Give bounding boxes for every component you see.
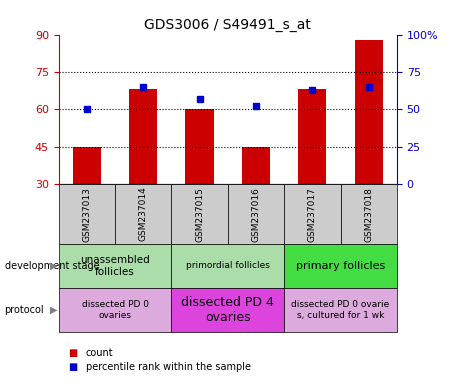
Text: unassembled
follicles: unassembled follicles [80,255,150,277]
Text: ■: ■ [68,362,77,372]
Text: ▶: ▶ [51,305,58,315]
Bar [73,147,101,184]
Bar [129,89,157,184]
Text: percentile rank within the sample: percentile rank within the sample [86,362,251,372]
Text: ■: ■ [68,348,77,358]
Text: primordial follicles: primordial follicles [186,262,270,270]
Text: GSM237018: GSM237018 [364,187,373,242]
Text: dissected PD 0
ovaries: dissected PD 0 ovaries [82,300,148,320]
Text: GSM237014: GSM237014 [139,187,147,242]
Text: GSM237017: GSM237017 [308,187,317,242]
Text: development stage: development stage [5,261,99,271]
Text: count: count [86,348,113,358]
Text: dissected PD 4
ovaries: dissected PD 4 ovaries [181,296,274,324]
Text: dissected PD 0 ovarie
s, cultured for 1 wk: dissected PD 0 ovarie s, cultured for 1 … [291,300,390,320]
Bar [185,109,214,184]
Text: GSM237016: GSM237016 [252,187,260,242]
Bar [354,40,383,184]
Bar [298,89,327,184]
Bar [242,147,270,184]
Text: primary follicles: primary follicles [296,261,385,271]
Text: GSM237015: GSM237015 [195,187,204,242]
Text: GSM237013: GSM237013 [83,187,91,242]
Text: protocol: protocol [5,305,44,315]
Title: GDS3006 / S49491_s_at: GDS3006 / S49491_s_at [144,18,311,32]
Text: ▶: ▶ [51,261,58,271]
